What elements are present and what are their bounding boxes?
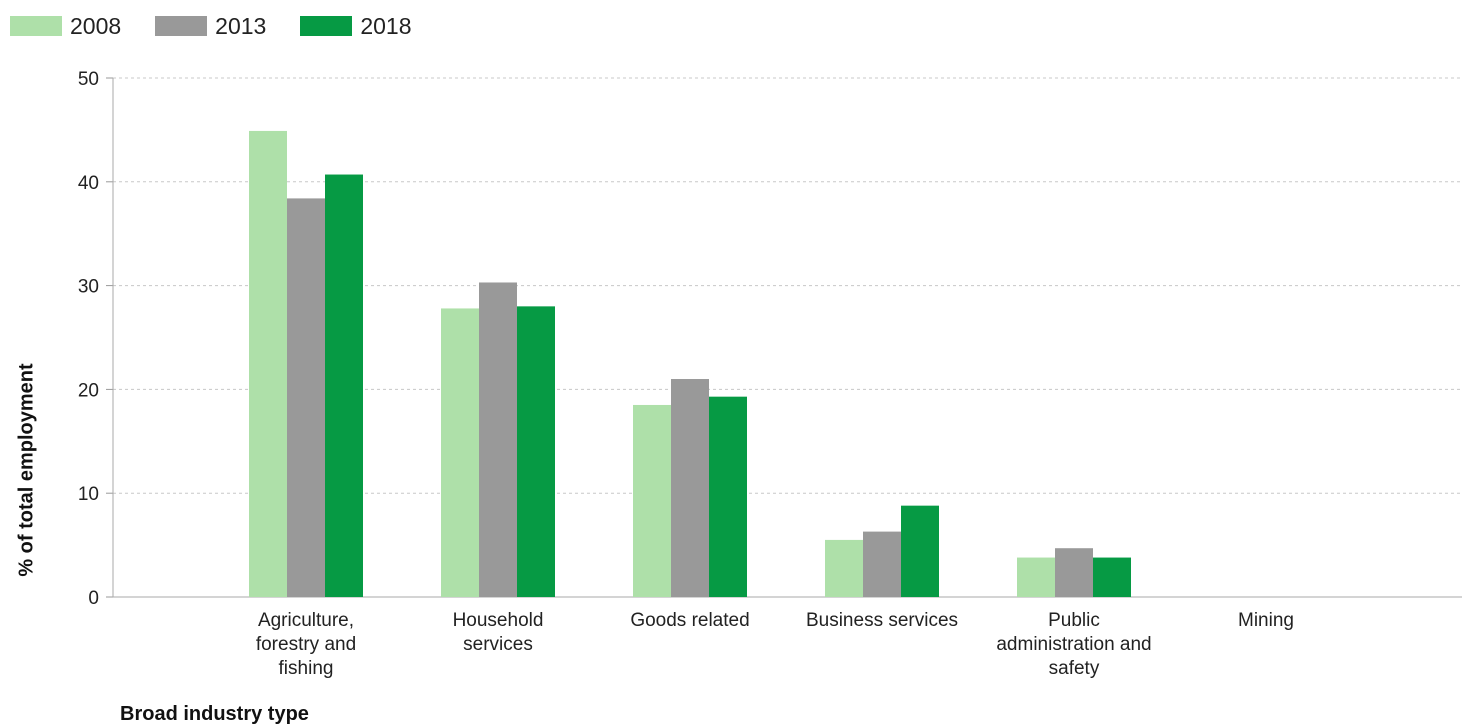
x-tick-label-5: Mining — [1238, 610, 1294, 631]
x-tick-label-line: services — [463, 634, 533, 655]
legend-label-2018: 2018 — [360, 12, 412, 39]
y-axis-label: % of total employment — [15, 363, 38, 577]
x-tick-label-0: Agriculture, forestry and fishing — [256, 610, 356, 679]
x-tick-label-line: Mining — [1238, 610, 1294, 631]
x-tick-label-line: Goods related — [630, 610, 749, 631]
bar-2018-cat-0 — [325, 174, 363, 597]
x-tick-label-line: fishing — [279, 658, 334, 679]
x-tick-label-line: Business services — [806, 610, 958, 631]
x-tick-label-4: Public administration and safety — [996, 610, 1151, 679]
bar-2013-cat-3 — [863, 531, 901, 597]
x-tick-label-line: Agriculture, — [258, 610, 354, 631]
x-axis-label: Broad industry type — [120, 703, 309, 725]
bar-2018-cat-4 — [1093, 557, 1131, 597]
bar-2008-cat-2 — [633, 404, 671, 597]
bar-2013-cat-4 — [1055, 548, 1093, 597]
y-tick-label-30: 30 — [78, 277, 99, 298]
x-tick-label-line: safety — [1049, 658, 1100, 679]
x-tick-label-line: forestry and — [256, 634, 356, 655]
y-tick-labels: 0 10 20 30 40 50 — [78, 69, 99, 609]
y-tick-label-10: 10 — [78, 484, 99, 505]
legend-item-2013: 2013 — [155, 13, 266, 40]
y-tick-label-40: 40 — [78, 173, 99, 194]
legend: 2008 2013 2018 — [10, 12, 446, 40]
y-tick-label-20: 20 — [78, 380, 99, 401]
x-tick-label-1: Household services — [453, 610, 544, 655]
x-tick-label-3: Business services — [806, 610, 958, 631]
y-tick-label-50: 50 — [78, 69, 99, 90]
x-tick-label-line: Public — [1048, 610, 1100, 631]
x-tick-label-2: Goods related — [630, 610, 749, 631]
legend-swatch-2013 — [155, 16, 208, 36]
bar-2018-cat-1 — [517, 306, 555, 597]
x-tick-label-line: administration and — [996, 634, 1151, 655]
y-tick-label-0: 0 — [88, 588, 99, 609]
bar-2008-cat-3 — [825, 539, 863, 597]
legend-item-2008: 2008 — [10, 13, 121, 40]
bar-2013-cat-0 — [287, 198, 325, 597]
legend-label-2008: 2008 — [70, 12, 122, 39]
legend-swatch-2008 — [10, 16, 62, 36]
legend-item-2018: 2018 — [300, 12, 412, 40]
bar-2008-cat-4 — [1017, 557, 1055, 597]
x-tick-labels: Agriculture, forestry and fishing Household… — [256, 610, 1294, 679]
bars — [249, 130, 1131, 598]
bar-2013-cat-2 — [671, 379, 709, 597]
x-tick-label-line: Household — [453, 610, 544, 631]
bar-2008-cat-0 — [249, 130, 287, 598]
legend-label-2013: 2013 — [215, 12, 267, 39]
bar-2013-cat-1 — [479, 282, 517, 597]
bar-2008-cat-1 — [441, 308, 479, 597]
bar-2018-cat-2 — [709, 396, 747, 597]
bar-2018-cat-3 — [901, 505, 939, 597]
legend-swatch-2018 — [300, 16, 353, 36]
